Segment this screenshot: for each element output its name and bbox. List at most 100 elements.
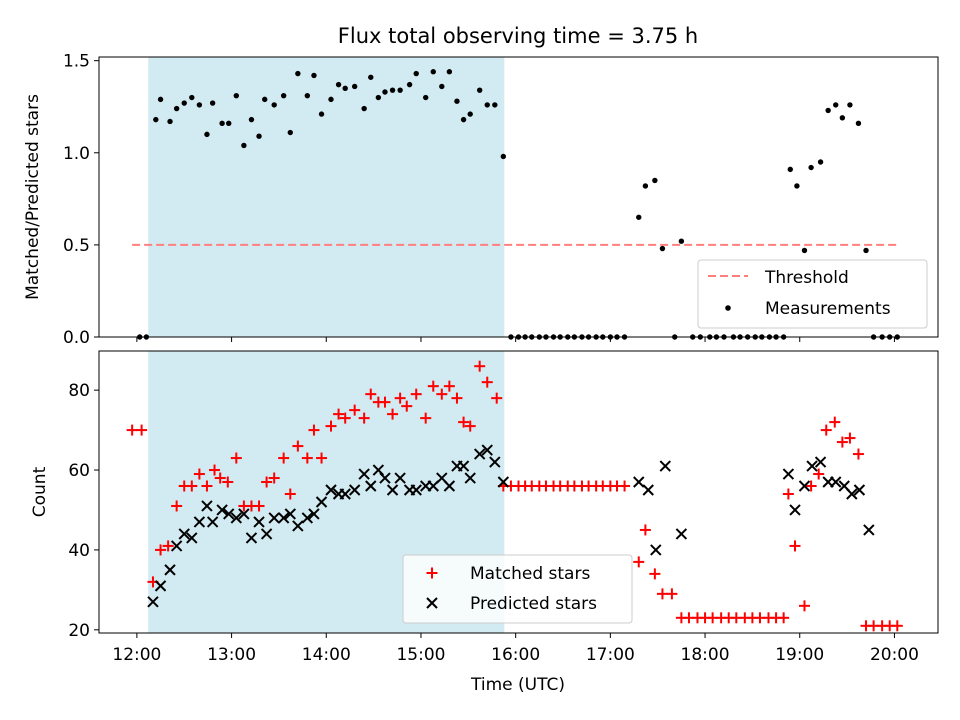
measurement-point (157, 96, 164, 103)
matched-star-point (209, 464, 221, 476)
x-axis-label: Time (UTC) (470, 675, 565, 695)
x-tick-label: 19:00 (775, 645, 824, 665)
measurement-point (351, 83, 358, 90)
matched-star-point (656, 588, 668, 600)
matched-star-point (136, 424, 148, 436)
matched-star-point (126, 424, 138, 436)
predicted-star-point (497, 476, 510, 488)
predicted-star-point (315, 496, 328, 508)
measurement-point (287, 129, 293, 136)
matched-star-point (778, 612, 790, 624)
y-tick-label: 60 (68, 461, 90, 481)
chart-title: Flux total observing time = 3.75 h (338, 24, 698, 48)
matched-star-point (358, 412, 370, 424)
x-tick-label: 20:00 (870, 645, 919, 665)
top-legend-box (697, 259, 928, 329)
predicted-star-point (386, 484, 399, 496)
x-tick-label: 15:00 (396, 645, 445, 665)
predicted-star-point (675, 528, 688, 540)
measurement-point (446, 69, 453, 75)
measurement-point (659, 245, 666, 252)
predicted-star-point (650, 544, 662, 556)
predicted-star-point (806, 460, 818, 472)
measurement-point (233, 92, 240, 99)
x-tick-label: 13:00 (207, 645, 256, 665)
measurement-point (328, 96, 334, 103)
predicted-star-point (633, 476, 645, 488)
matched-star-point (829, 416, 841, 428)
measurement-point (825, 107, 831, 114)
legend-matched-marker (426, 567, 438, 579)
bottom-legend: Matched stars Predicted stars (402, 554, 633, 624)
measurement-point (382, 89, 388, 95)
y-tick-label: 1.5 (63, 52, 90, 72)
measurement-point (636, 214, 642, 220)
measurement-point (280, 92, 287, 99)
predicted-star-point (339, 488, 351, 500)
measurement-point (500, 153, 507, 160)
measurement-point (248, 116, 255, 123)
measurement-point (375, 94, 382, 101)
predicted-star-point (178, 528, 190, 540)
matched-star-point (436, 388, 448, 400)
matched-star-point (458, 416, 470, 428)
measurement-point (492, 102, 498, 108)
matched-star-point (798, 600, 810, 612)
measurement-point (304, 92, 311, 99)
predicted-star-point (798, 480, 811, 492)
matched-star-point (782, 488, 794, 500)
predicted-star-point (410, 484, 422, 496)
matched-star-point (333, 408, 345, 420)
predicted-star-point (301, 512, 314, 524)
predicted-star-point (308, 508, 320, 520)
predicted-stars-points (147, 444, 875, 608)
measurement-point (652, 177, 658, 184)
predicted-star-point (394, 472, 406, 484)
predicted-star-point (473, 448, 486, 460)
predicted-star-point (443, 480, 456, 492)
matched-star-point (394, 392, 406, 404)
measurement-point (219, 120, 225, 127)
measurement-point (241, 142, 247, 149)
measurement-point (389, 87, 396, 93)
observing-interval-shade-top (148, 57, 505, 337)
matched-star-point (891, 620, 903, 632)
measurement-point (295, 70, 301, 77)
measurement-point (181, 100, 187, 106)
predicted-star-point (154, 580, 167, 592)
matched-star-point (410, 388, 422, 400)
predicted-star-point (193, 516, 206, 528)
top-x-ticks (136, 337, 895, 342)
measurement-point (226, 120, 232, 127)
predicted-star-point (642, 484, 654, 496)
bottom-axes-frame (98, 350, 939, 634)
matched-star-point (443, 380, 455, 392)
predicted-star-point (147, 596, 159, 608)
matched-star-point (844, 432, 856, 444)
measurement-point (678, 238, 685, 244)
measurement-point (855, 120, 862, 127)
matched-star-point (633, 556, 645, 568)
predicted-star-point (245, 532, 258, 544)
predicted-star-point (186, 532, 198, 544)
matched-star-point (155, 544, 167, 556)
predicted-star-point (379, 472, 391, 484)
matched-star-point (292, 440, 304, 452)
top-panel: 0.0 0.5 1.0 1.5 Matched/Predicted stars Thr… (23, 52, 939, 348)
predicted-star-point (325, 484, 337, 496)
measurement-point (209, 100, 216, 106)
y-tick-label: 40 (68, 541, 90, 561)
bottom-y-ticks: 20 40 60 80 (68, 381, 99, 641)
bottom-x-ticks: 12:00 13:00 14:00 15:00 16:00 17:00 18:00 19:00… (112, 633, 919, 665)
measurement-point (847, 102, 853, 108)
legend-matched-swatch (426, 567, 438, 579)
matched-star-point (820, 424, 832, 436)
measurement-point (368, 74, 374, 80)
predicted-star-point (170, 540, 183, 552)
bottom-legend-box (402, 554, 633, 624)
predicted-star-point (830, 476, 842, 488)
predicted-star-point (489, 456, 501, 468)
matched-star-point (301, 452, 313, 464)
measurement-point (454, 98, 460, 104)
measurement-point (318, 111, 325, 117)
